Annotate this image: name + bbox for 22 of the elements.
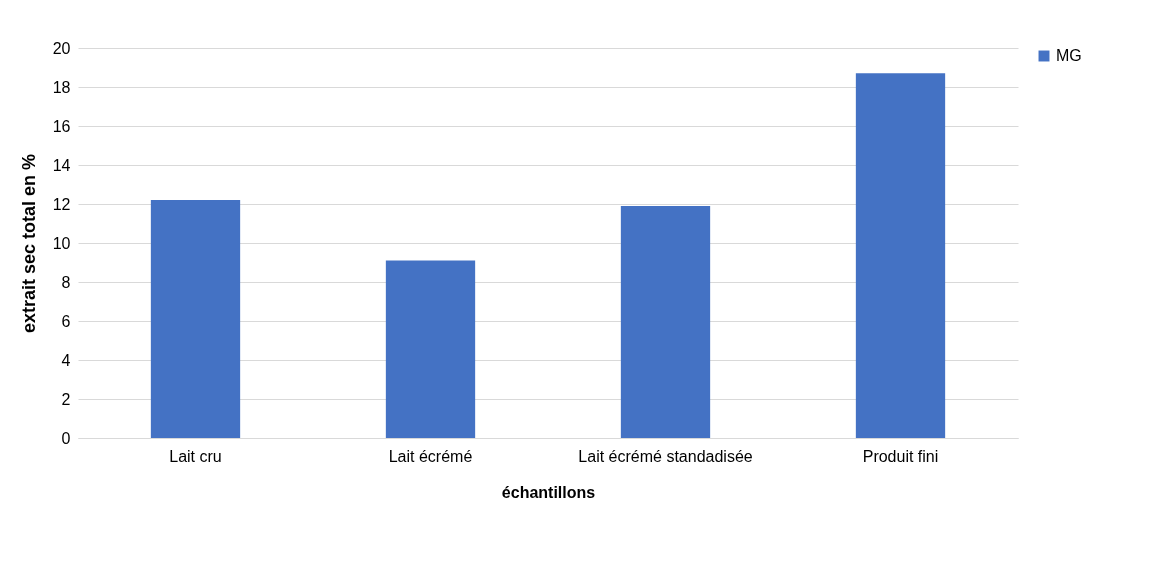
bar — [150, 200, 241, 438]
x-tick-label: Lait écrémé standadisée — [578, 447, 753, 465]
y-tick-label: 0 — [61, 429, 71, 447]
y-tick-label: 2 — [61, 390, 71, 408]
bar — [620, 205, 711, 438]
legend-label: MG — [1056, 47, 1082, 64]
y-tick-label: 16 — [52, 117, 71, 135]
y-tick-label: 4 — [61, 351, 71, 369]
x-tick-label: Lait cru — [169, 447, 222, 465]
y-tick-label: 6 — [61, 312, 71, 330]
bar — [385, 260, 476, 438]
x-tick-label: Produit fini — [862, 447, 939, 465]
y-tick-label: 8 — [61, 273, 71, 291]
y-axis-title: extrait sec total en % — [18, 153, 39, 334]
y-tick-label: 12 — [52, 195, 71, 213]
y-tick-label: 20 — [52, 39, 71, 57]
x-axis-title: échantillons — [501, 483, 596, 501]
x-tick-label: Lait écrémé — [388, 447, 473, 465]
bar — [855, 73, 946, 438]
y-tick-label: 18 — [52, 78, 71, 96]
y-tick-label: 10 — [52, 234, 71, 252]
y-tick-label: 14 — [52, 156, 71, 174]
